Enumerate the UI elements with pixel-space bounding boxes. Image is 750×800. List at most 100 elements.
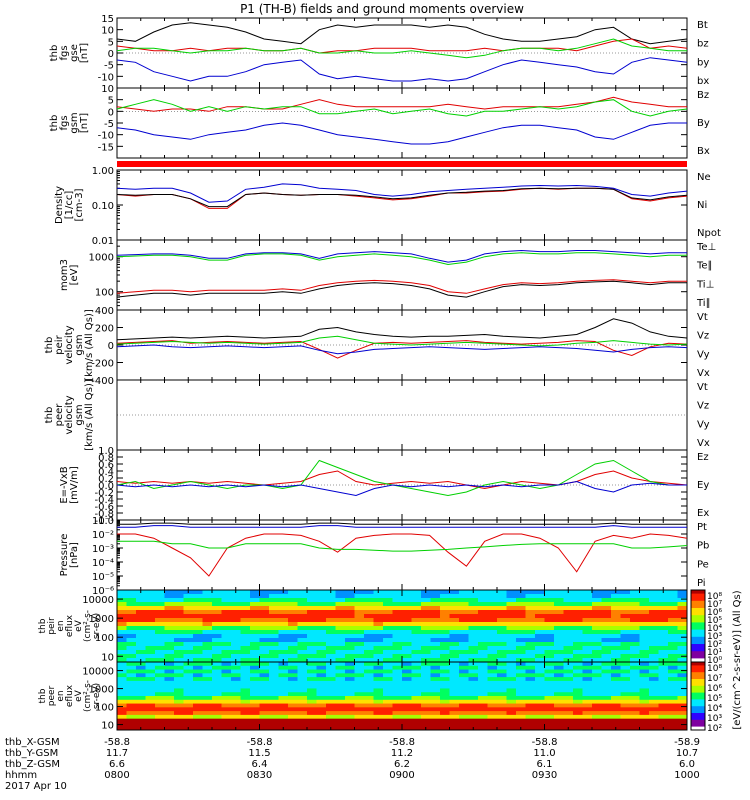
spectrogram-cell	[193, 646, 203, 651]
legend-Ex: Ex	[697, 508, 709, 519]
spectrogram-cell	[459, 594, 469, 599]
spectrogram-cell	[516, 614, 526, 619]
spectrogram-cell	[193, 665, 203, 670]
spectrogram-cell	[440, 677, 450, 682]
spectrogram-cell	[554, 594, 564, 599]
spectrogram-cell	[240, 692, 251, 697]
spectrogram-cell	[183, 680, 194, 686]
spectrogram-cell	[117, 684, 127, 689]
spectrogram-cell	[525, 703, 536, 708]
spectrogram-cell	[592, 622, 602, 627]
spectrogram-cell	[506, 614, 517, 619]
spectrogram-cell	[554, 696, 564, 701]
spectrogram-cell	[373, 696, 384, 701]
spectrogram-cell	[307, 642, 317, 647]
spectrogram-cell	[620, 665, 631, 670]
spectrogram-cell	[506, 688, 517, 693]
colorbar-cell	[691, 673, 705, 677]
spectrogram-cell	[544, 662, 555, 667]
spectrogram-cell	[345, 630, 355, 635]
spectrogram-cell	[174, 642, 184, 647]
spectrogram-cell	[459, 688, 469, 693]
spectrogram-cell	[126, 669, 137, 674]
spectrogram-cell	[117, 594, 127, 599]
spectrogram-cell	[250, 618, 260, 623]
spectrogram-cell	[516, 598, 526, 603]
spectrogram-cell	[297, 614, 308, 619]
spectrogram-cell	[430, 658, 441, 663]
spectrogram-cell	[269, 677, 279, 682]
spectrogram-cell	[373, 680, 384, 686]
spectrogram-cell	[231, 646, 241, 651]
spectrogram-cell	[354, 718, 365, 723]
spectrogram-cell	[183, 718, 194, 723]
spectrogram-cell	[259, 602, 270, 607]
spectrogram-cell	[212, 673, 222, 678]
spectrogram-cell	[563, 711, 574, 716]
spectrogram-cell	[421, 703, 431, 708]
spectrogram-cell	[478, 602, 488, 607]
spectrogram-cell	[563, 610, 574, 615]
spectrogram-cell	[354, 598, 365, 603]
spectrogram-cell	[516, 634, 526, 639]
colorbar-cell	[691, 604, 705, 607]
spectrogram-cell	[316, 696, 327, 701]
spectrogram-cell	[364, 598, 374, 603]
spectrogram-cell	[364, 630, 374, 635]
spectrogram-cell	[411, 699, 422, 704]
spectrogram-cell	[307, 707, 317, 712]
spectrogram-cell	[535, 658, 545, 663]
spectrogram-cell	[278, 638, 289, 643]
spectrogram-cell	[525, 614, 536, 619]
spectrogram-cell	[183, 673, 194, 678]
spectrogram-cell	[516, 602, 526, 607]
spectrogram-cell	[307, 673, 317, 678]
spectrogram-cell	[221, 626, 232, 631]
spectrogram-cell	[117, 614, 127, 619]
spectrogram-cell	[563, 669, 574, 674]
spectrogram-cell	[117, 669, 127, 674]
spectrogram-cell	[164, 622, 175, 627]
spectrogram-cell	[449, 654, 460, 659]
spectrogram-cell	[639, 626, 650, 631]
spectrogram-cell	[297, 654, 308, 659]
spectrogram-cell	[677, 630, 688, 635]
spectrogram-cell	[212, 714, 222, 720]
spectrogram-cell	[307, 669, 317, 674]
spectrogram-cell	[563, 650, 574, 655]
spectrogram-cell	[136, 680, 146, 686]
spectrogram-cell	[364, 654, 374, 659]
spectrogram-cell	[259, 696, 270, 701]
spectrogram-cell	[639, 594, 650, 599]
spectrogram-cell	[136, 650, 146, 655]
spectrogram-cell	[478, 646, 488, 651]
spectrogram-cell	[544, 634, 555, 639]
spectrogram-cell	[440, 642, 450, 647]
spectrogram-cell	[392, 662, 403, 667]
spectrogram-cell	[231, 622, 241, 627]
spectrogram-cell	[620, 622, 631, 627]
spectrogram-cell	[630, 714, 640, 720]
spectrogram-cell	[459, 638, 469, 643]
spectrogram-cell	[402, 711, 412, 716]
spectrogram-cell	[221, 662, 232, 667]
spectrogram-cell	[250, 626, 260, 631]
spectrogram-cell	[649, 662, 659, 667]
spectrogram-cell	[573, 711, 583, 716]
spectrogram-cell	[155, 650, 165, 655]
spectrogram-cell	[212, 692, 222, 697]
spectrogram-cell	[563, 630, 574, 635]
spectrogram-cell	[126, 684, 137, 689]
spectrogram-cell	[183, 650, 194, 655]
spectrogram-cell	[468, 669, 479, 674]
spectrogram-cell	[145, 662, 156, 667]
spectrogram-cell	[649, 590, 659, 595]
spectrogram-cell	[183, 711, 194, 716]
spectrogram-cell	[193, 590, 203, 595]
spectrogram-cell	[221, 598, 232, 603]
spectrogram-cell	[193, 650, 203, 655]
spectrogram-cell	[487, 707, 498, 712]
spectrogram-cell	[677, 696, 688, 701]
spectrogram-cell	[212, 614, 222, 619]
